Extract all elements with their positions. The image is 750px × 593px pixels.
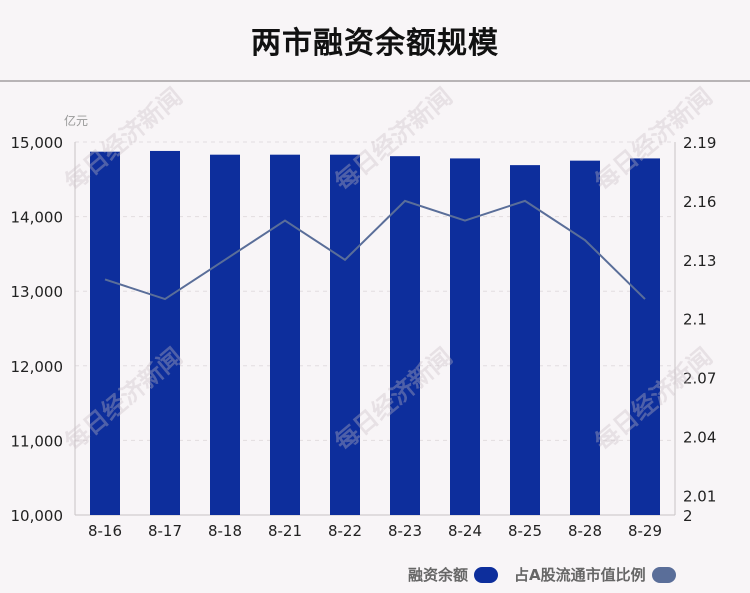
bar xyxy=(630,158,660,516)
title-divider xyxy=(0,80,750,82)
bar xyxy=(150,150,180,515)
legend-item-ratio[interactable]: 占A股流通市值比例 xyxy=(514,564,676,585)
right-axis-tick-label: 2.04 xyxy=(683,428,716,446)
bar xyxy=(270,154,300,515)
legend-label-balance: 融资余额 xyxy=(408,566,469,584)
bar xyxy=(210,154,240,515)
left-axis-tick-label: 12,000 xyxy=(11,358,64,376)
legend: 融资余额 占A股流通市值比例 xyxy=(408,564,676,585)
bar xyxy=(510,165,540,515)
right-axis-tick-label: 2 xyxy=(683,507,693,525)
left-axis-tick-label: 14,000 xyxy=(11,209,64,227)
chart-title: 两市融资余额规模 xyxy=(251,26,499,61)
x-axis-tick-label: 8-16 xyxy=(88,522,122,540)
x-axis-tick-label: 8-21 xyxy=(268,522,302,540)
bar xyxy=(450,158,480,516)
right-axis-tick-label: 2.19 xyxy=(683,134,716,152)
left-axis-tick-label: 13,000 xyxy=(11,283,64,301)
x-axis-tick-label: 8-22 xyxy=(328,522,362,540)
left-axis-tick-label: 10,000 xyxy=(11,507,64,525)
x-axis-tick-label: 8-18 xyxy=(208,522,242,540)
ratio-line xyxy=(104,199,646,301)
right-axis-tick-label: 2.13 xyxy=(683,252,716,270)
x-axis-tick-label: 8-23 xyxy=(388,522,422,540)
legend-swatch-ratio xyxy=(651,566,676,583)
bar xyxy=(390,156,420,515)
bar xyxy=(90,151,120,515)
bar xyxy=(330,154,360,515)
legend-label-ratio: 占A股流通市值比例 xyxy=(514,566,646,584)
left-axis-tick-label: 11,000 xyxy=(11,432,64,450)
x-axis-tick-label: 8-24 xyxy=(448,522,482,540)
legend-swatch-balance xyxy=(474,566,499,583)
right-axis-tick-label: 2.1 xyxy=(683,311,707,329)
x-axis-tick-label: 8-29 xyxy=(628,522,662,540)
x-axis-tick-label: 8-28 xyxy=(568,522,602,540)
right-axis-tick-label: 2.07 xyxy=(683,370,716,388)
x-axis-tick-label: 8-25 xyxy=(508,522,542,540)
bar xyxy=(570,160,600,515)
right-axis-tick-label: 2.16 xyxy=(683,193,716,211)
left-axis-unit: 亿元 xyxy=(64,113,88,128)
right-axis-tick-label: 2.01 xyxy=(683,487,716,505)
left-axis-tick-label: 15,000 xyxy=(11,134,64,152)
legend-item-balance[interactable]: 融资余额 xyxy=(408,564,499,585)
x-axis-tick-label: 8-17 xyxy=(148,522,182,540)
